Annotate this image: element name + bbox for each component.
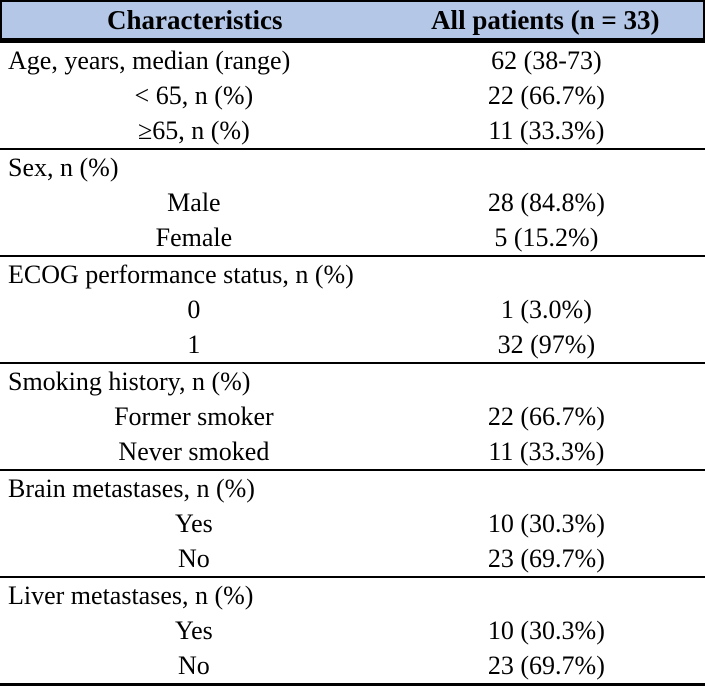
row-value: 10 (30.3%) [487, 509, 605, 538]
table-row: ECOG performance status, n (%) [0, 257, 705, 292]
row-label: No [177, 651, 210, 680]
table-row: Yes 10 (30.3%) [0, 613, 705, 648]
row-label: Sex, n (%) [8, 153, 119, 182]
header-characteristics: Characteristics [107, 5, 283, 35]
section-brain-metastases: Brain metastases, n (%) Yes 10 (30.3%) N… [0, 469, 705, 576]
row-value: 5 (15.2%) [494, 223, 599, 252]
row-value: 28 (84.8%) [487, 188, 605, 217]
row-label: Yes [174, 509, 213, 538]
table-row: Never smoked 11 (33.3%) [0, 434, 705, 469]
row-label: Yes [174, 616, 213, 645]
table-row: Male 28 (84.8%) [0, 185, 705, 220]
table-row: No 23 (69.7%) [0, 541, 705, 576]
row-label: Never smoked [118, 437, 270, 466]
table-row: < 65, n (%) 22 (66.7%) [0, 78, 705, 113]
row-label: Age, years, median (range) [8, 46, 291, 75]
row-label: ECOG performance status, n (%) [8, 260, 354, 289]
row-label: Brain metastases, n (%) [8, 474, 255, 503]
row-label: 0 [187, 295, 201, 324]
row-value: 62 (38-73) [491, 46, 602, 75]
table-row: Smoking history, n (%) [0, 364, 705, 399]
section-age: Age, years, median (range) 62 (38-73) < … [0, 41, 705, 148]
table-row: Yes 10 (30.3%) [0, 506, 705, 541]
row-label: 1 [187, 330, 201, 359]
row-label: Female [155, 223, 233, 252]
row-value: 23 (69.7%) [487, 651, 605, 680]
row-label: No [177, 544, 210, 573]
row-value: 11 (33.3%) [488, 116, 605, 145]
header-all-patients: All patients (n = 33) [431, 5, 660, 35]
row-label: < 65, n (%) [134, 81, 254, 110]
table-row: Sex, n (%) [0, 150, 705, 185]
row-value: 22 (66.7%) [487, 402, 605, 431]
row-value: 22 (66.7%) [487, 81, 605, 110]
row-value: 11 (33.3%) [488, 437, 605, 466]
table-row: Former smoker 22 (66.7%) [0, 399, 705, 434]
table-row: Liver metastases, n (%) [0, 578, 705, 613]
row-label: Smoking history, n (%) [8, 367, 251, 396]
row-value: 23 (69.7%) [487, 544, 605, 573]
row-value: 10 (30.3%) [487, 616, 605, 645]
table-row: Female 5 (15.2%) [0, 220, 705, 255]
row-label: Liver metastases, n (%) [8, 581, 254, 610]
section-liver-metastases: Liver metastases, n (%) Yes 10 (30.3%) N… [0, 576, 705, 683]
row-label: Male [167, 188, 221, 217]
section-ecog: ECOG performance status, n (%) 0 1 (3.0%… [0, 255, 705, 362]
row-value: 1 (3.0%) [500, 295, 592, 324]
table-header-row: Characteristics All patients (n = 33) [0, 0, 705, 41]
table-row: Age, years, median (range) 62 (38-73) [0, 43, 705, 78]
table-row: Brain metastases, n (%) [0, 471, 705, 506]
table-row: 1 32 (97%) [0, 327, 705, 362]
row-label: ≥65, n (%) [138, 116, 250, 145]
row-value: 32 (97%) [497, 330, 596, 359]
row-label: Former smoker [114, 402, 274, 431]
section-smoking: Smoking history, n (%) Former smoker 22 … [0, 362, 705, 469]
table-row: 0 1 (3.0%) [0, 292, 705, 327]
section-sex: Sex, n (%) Male 28 (84.8%) Female 5 (15.… [0, 148, 705, 255]
table-row: No 23 (69.7%) [0, 648, 705, 683]
table-row: ≥65, n (%) 11 (33.3%) [0, 113, 705, 148]
